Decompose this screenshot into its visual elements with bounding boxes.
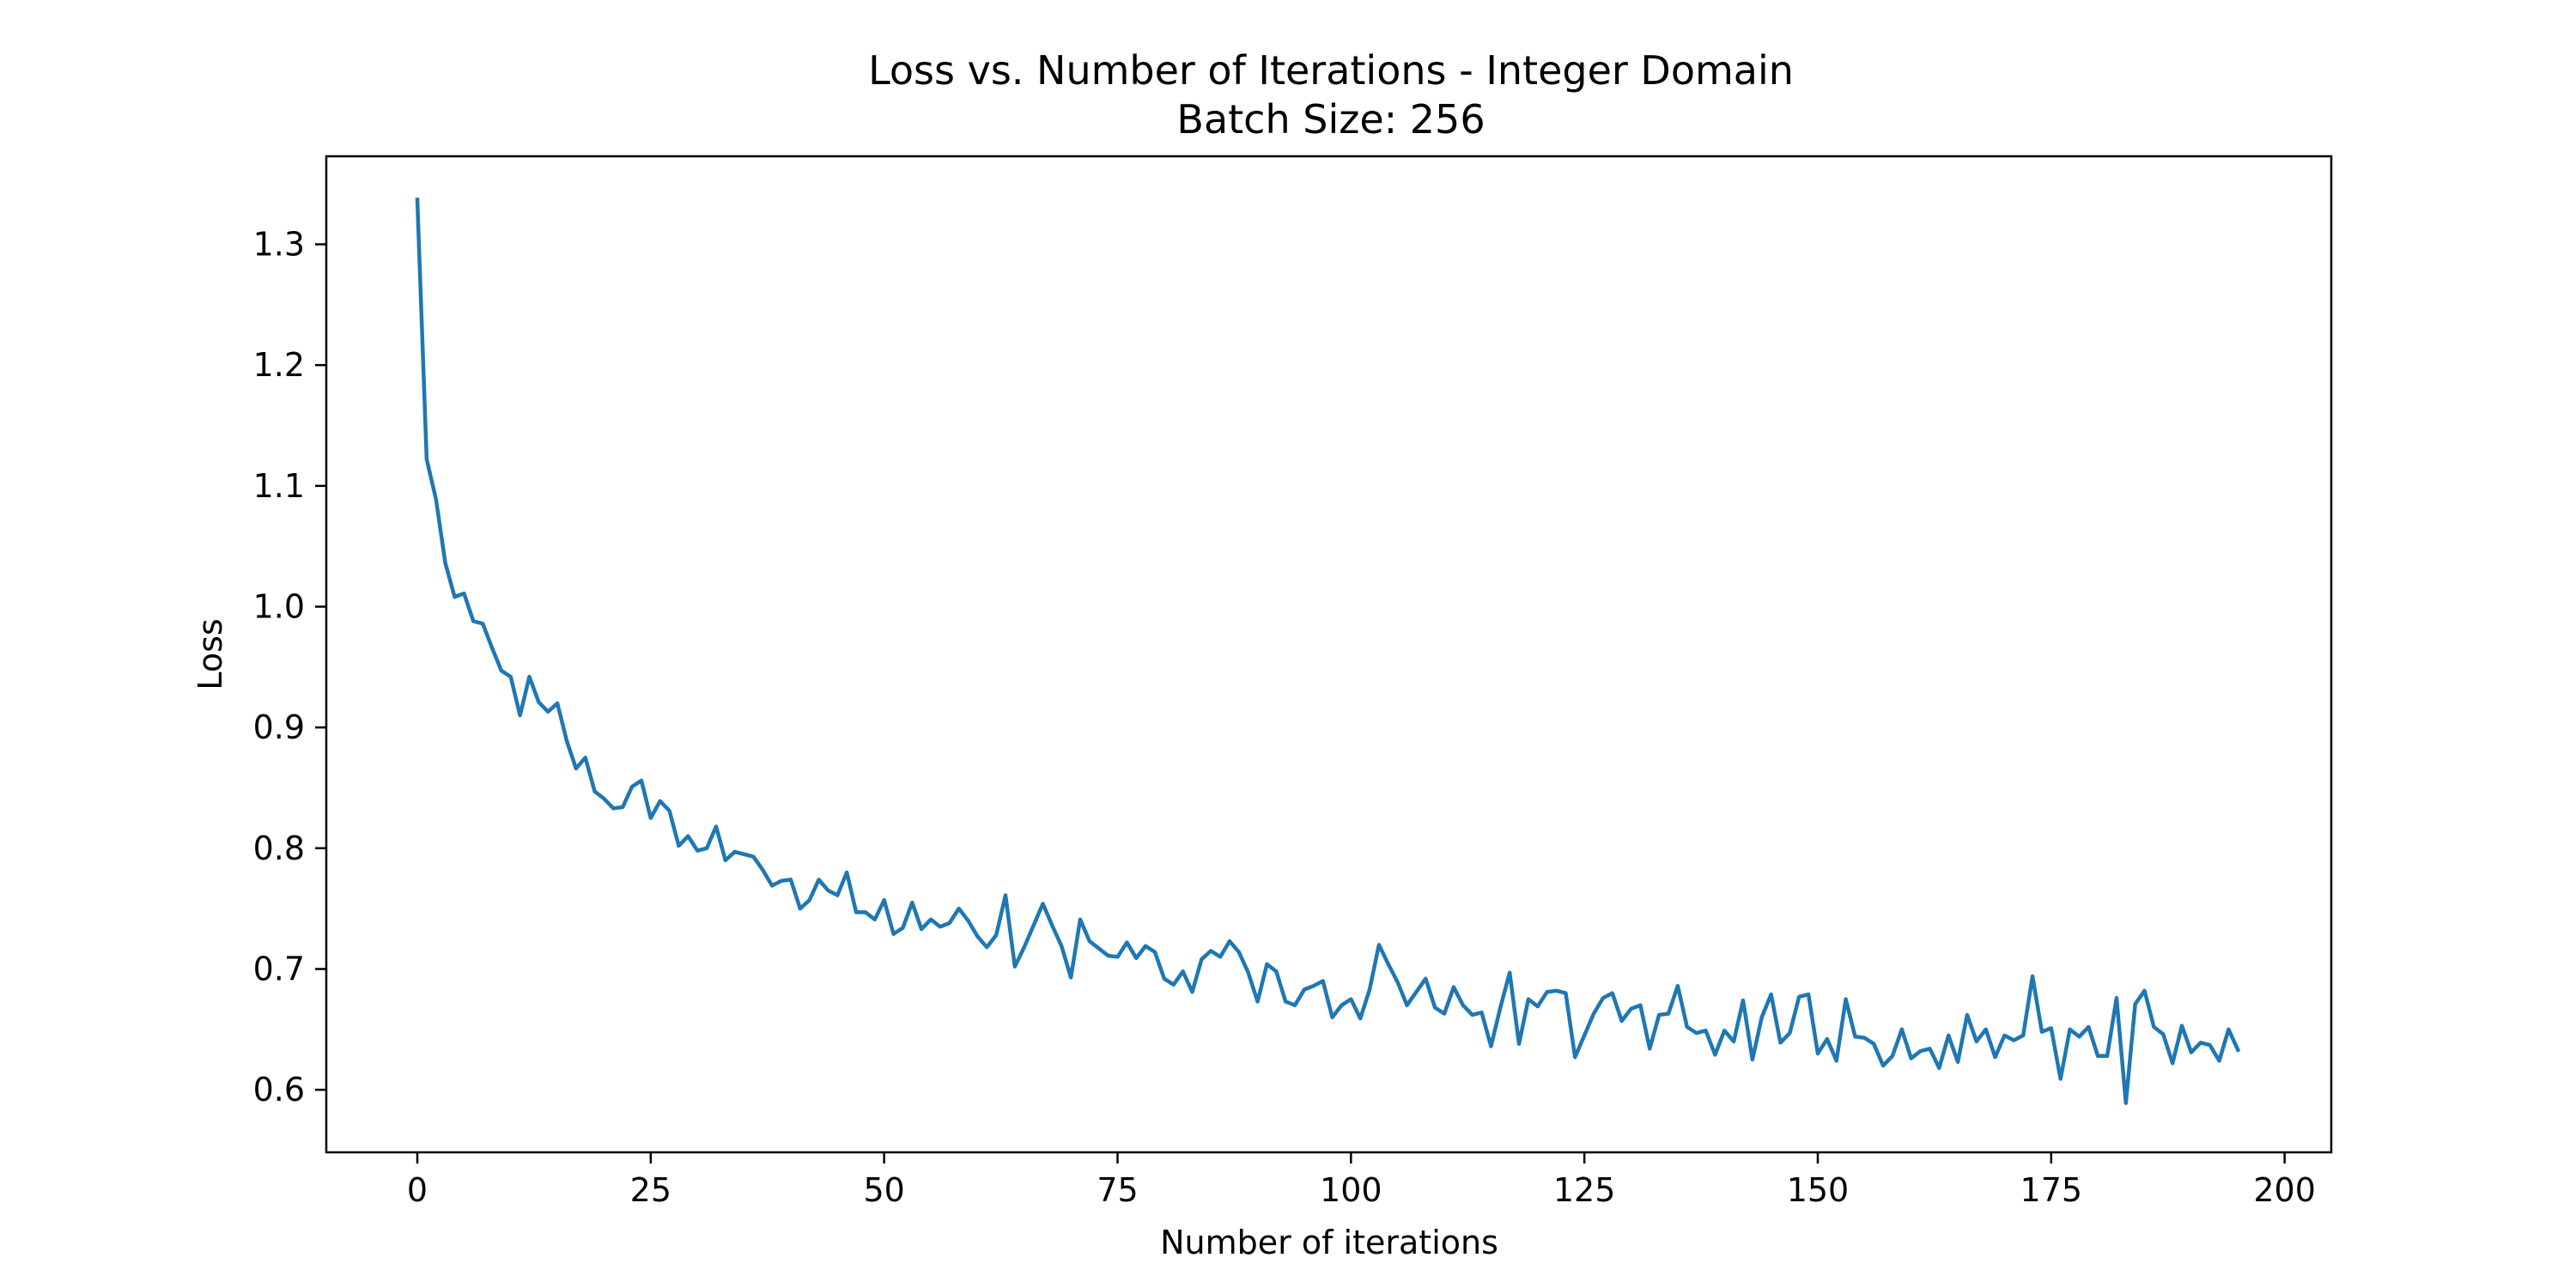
y-tick-label: 1.0	[253, 588, 305, 626]
loss-series-line	[415, 197, 2241, 1105]
x-tick-label: 100	[1320, 1171, 1382, 1209]
y-axis-label: Loss	[191, 618, 229, 690]
y-tick-label: 0.8	[253, 829, 305, 867]
x-tick-label: 175	[2020, 1171, 2083, 1209]
y-tick-label: 0.9	[253, 708, 305, 746]
y-tick-label: 0.6	[253, 1071, 305, 1109]
plot-area-frame	[325, 155, 2333, 1154]
x-tick-label: 50	[863, 1171, 904, 1209]
x-tick-label: 25	[630, 1171, 671, 1209]
chart-title: Loss vs. Number of Iterations - Integer …	[868, 47, 1794, 94]
x-tick-label: 75	[1097, 1171, 1138, 1209]
y-tick-label: 0.7	[253, 950, 305, 987]
x-tick-label: 125	[1553, 1171, 1616, 1209]
y-tick-label: 1.1	[253, 467, 305, 505]
x-tick-label: 0	[407, 1171, 428, 1209]
x-ticks: 0 25 50 75 100 125 150 175 200	[407, 1152, 2316, 1209]
x-tick-label: 200	[2253, 1171, 2316, 1209]
y-tick-label: 1.2	[253, 346, 305, 384]
chart-subtitle: Batch Size: 256	[1176, 96, 1485, 143]
y-tick-label: 1.3	[253, 226, 305, 264]
x-tick-label: 150	[1787, 1171, 1850, 1209]
x-axis-label: Number of iterations	[1160, 1224, 1498, 1261]
y-ticks: 0.6 0.7 0.8 0.9 1.0 1.1 1.2 1.3	[253, 226, 326, 1109]
